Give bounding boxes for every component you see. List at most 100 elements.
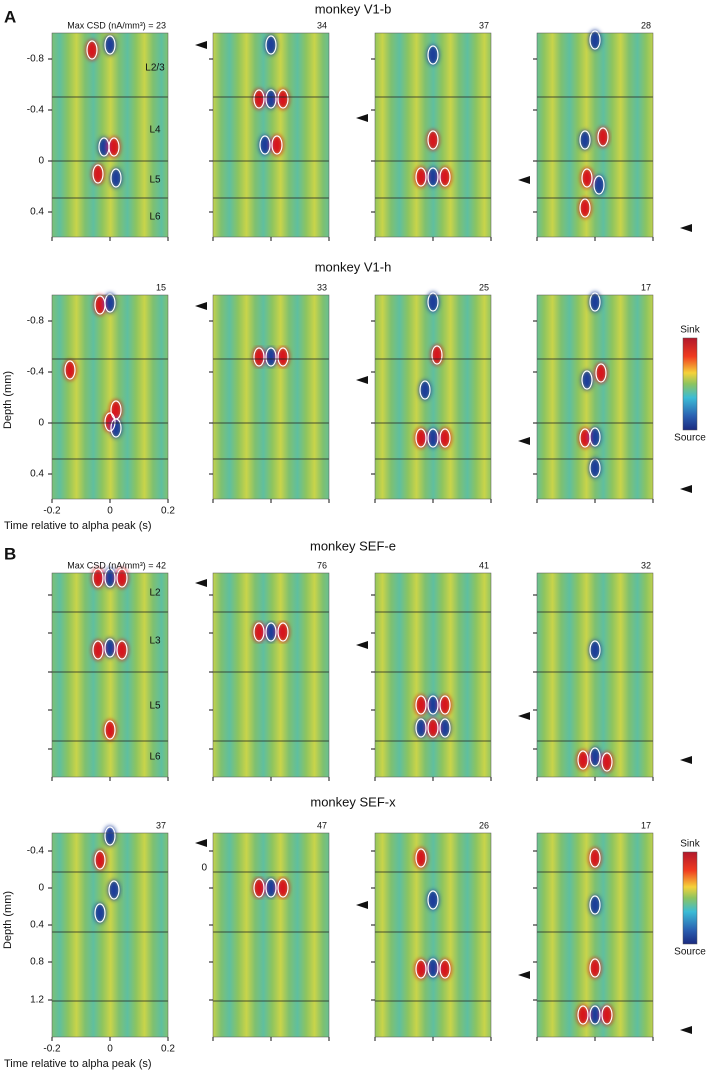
contour: [427, 890, 439, 910]
blob: [104, 638, 116, 658]
heatmap: [374, 32, 492, 238]
y-tick-label: 0.4: [30, 207, 44, 218]
blob: [265, 347, 277, 367]
blob: [415, 848, 427, 868]
y-tick-label: 0.4: [30, 469, 44, 480]
contour: [277, 89, 289, 109]
blob: [277, 347, 289, 367]
contour: [265, 89, 277, 109]
contour: [253, 878, 265, 898]
contour: [439, 959, 451, 979]
contour: [601, 1005, 613, 1025]
contour: [64, 360, 76, 380]
row-title: monkey SEF-x: [310, 794, 396, 809]
blob: [253, 89, 265, 109]
x-axis-label: Time relative to alpha peak (s): [4, 520, 152, 532]
contour: [104, 568, 116, 588]
blobs: [579, 292, 607, 478]
blob: [589, 848, 601, 868]
blob: [108, 137, 120, 157]
blobs: [86, 35, 122, 188]
contour: [589, 427, 601, 447]
heatmap-bg: [375, 573, 491, 777]
contour: [116, 568, 128, 588]
blob: [277, 89, 289, 109]
contour: [589, 1005, 601, 1025]
contour: [116, 640, 128, 660]
x-tick-label: -0.2: [43, 1044, 61, 1055]
blob: [86, 40, 98, 60]
heatmap: [536, 572, 654, 778]
blob: [277, 622, 289, 642]
heatmap-bg: [213, 33, 329, 237]
contour: [577, 1005, 589, 1025]
heatmap: [51, 568, 169, 778]
layer-label: L2/3: [145, 63, 165, 74]
blob: [589, 747, 601, 767]
heatmap-bg: [213, 573, 329, 777]
blobs: [415, 695, 451, 738]
contour: [439, 718, 451, 738]
depth-arrow: [518, 712, 530, 720]
blob: [108, 880, 120, 900]
contour: [415, 718, 427, 738]
contour: [277, 347, 289, 367]
heatmap: [536, 832, 654, 1038]
x-tick-label: 0: [107, 1044, 113, 1055]
heatmap-bg: [213, 833, 329, 1037]
heatmap-bg: [52, 573, 168, 777]
blob: [593, 175, 605, 195]
depth-arrow: [195, 839, 207, 847]
heatmap-bg: [52, 33, 168, 237]
blobs: [253, 347, 289, 367]
blob: [589, 458, 601, 478]
colorbar-top: Sink: [680, 839, 700, 850]
max-csd-label: 47: [317, 820, 327, 830]
heatmap: [212, 832, 330, 1038]
blob: [271, 135, 283, 155]
blob: [427, 695, 439, 715]
contour: [253, 622, 265, 642]
contour: [427, 167, 439, 187]
contour: [265, 622, 277, 642]
blob: [259, 135, 271, 155]
blob: [427, 167, 439, 187]
colorbar-bottom: Source: [674, 947, 706, 958]
contour: [593, 175, 605, 195]
blobs: [415, 45, 451, 187]
blob: [427, 718, 439, 738]
y-tick-label: -0.4: [27, 846, 45, 857]
max-csd-label: 76: [317, 560, 327, 570]
heatmap: [374, 832, 492, 1038]
contour: [415, 167, 427, 187]
depth-arrow: [356, 641, 368, 649]
layer-label: L5: [149, 701, 161, 712]
y-tick-label: -0.4: [27, 367, 45, 378]
blob: [577, 1005, 589, 1025]
contour: [427, 45, 439, 65]
y-tick-label: 0.8: [30, 957, 44, 968]
blob: [110, 168, 122, 188]
contour: [108, 880, 120, 900]
heatmap-bg: [52, 295, 168, 499]
layer-label: L6: [149, 752, 161, 763]
x-tick-label: 0: [107, 506, 113, 517]
depth-arrow: [195, 41, 207, 49]
contour: [415, 695, 427, 715]
blob: [439, 428, 451, 448]
colorbar-top: Sink: [680, 325, 700, 336]
blob: [595, 363, 607, 383]
contour: [589, 292, 601, 312]
blob: [419, 380, 431, 400]
y-tick-label: -0.8: [27, 54, 45, 65]
heatmap: [374, 572, 492, 778]
blob: [104, 293, 116, 313]
row-title: monkey SEF-e: [310, 538, 396, 553]
contour: [579, 130, 591, 150]
contour: [589, 848, 601, 868]
blob: [589, 640, 601, 660]
contour: [427, 695, 439, 715]
contour: [439, 695, 451, 715]
blob: [104, 35, 116, 55]
blob: [98, 137, 110, 157]
